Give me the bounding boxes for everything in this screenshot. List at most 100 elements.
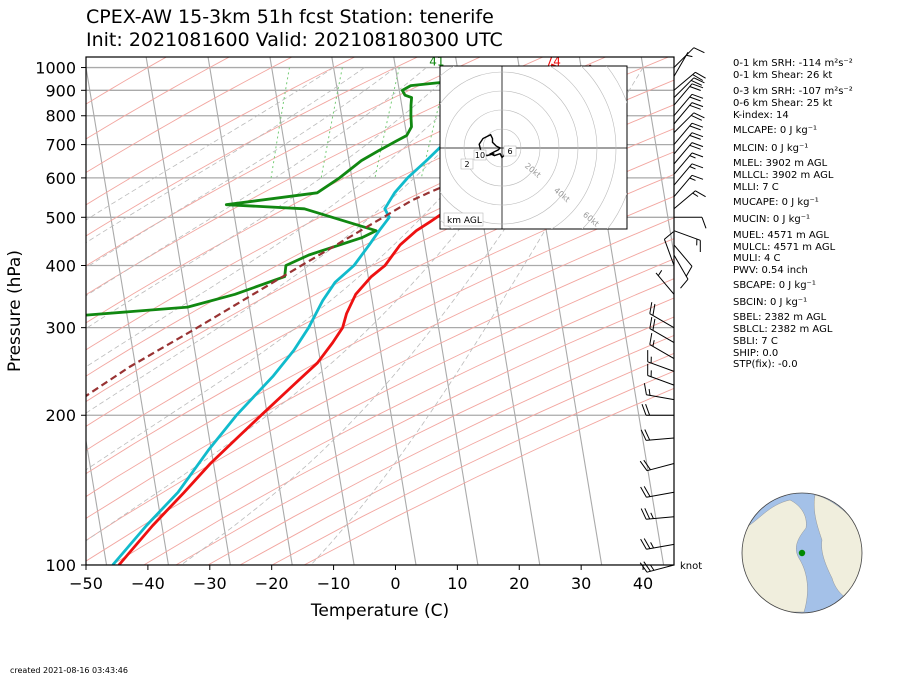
hodograph-trace [478,133,511,159]
index-line: MLLI: 7 C [733,182,779,193]
y-tick-label: 200 [45,406,76,425]
wetbulb-profile [111,80,495,565]
x-tick-label: 0 [390,574,400,593]
hodograph-ring [463,109,541,187]
mixing-ratio-line [270,67,290,178]
x-tick-label: −10 [317,574,351,593]
index-line: MUCIN: 0 J kg⁻¹ [733,214,810,225]
index-line: MUEL: 4571 m AGL [733,230,829,241]
y-tick-label: 800 [45,107,76,126]
index-line: 0-6 km Shear: 25 kt [733,98,832,109]
wind-barb [639,459,675,472]
wind-barb [655,270,675,295]
plot-frame [85,56,675,566]
wind-barb [673,47,705,68]
dry-adiabat-line [111,278,674,565]
wind-barb [673,122,704,145]
wind-barb [649,333,675,360]
index-line: SBCIN: 0 J kg⁻¹ [733,297,807,308]
wind-barbs [639,47,707,573]
dry-adiabat-line [86,173,674,475]
x-tick-label: 20 [509,574,529,593]
index-line: SBLCL: 2382 m AGL [733,324,833,335]
x-tick-label: 30 [571,574,591,593]
y-tick-label: 700 [45,136,76,155]
wind-barb [673,132,704,155]
x-tick-label: −40 [131,574,165,593]
wind-barb [673,142,704,165]
hodograph-height-label: 10 [475,151,485,160]
x-tick-label: −50 [69,574,103,593]
hodograph-ring [440,66,598,229]
moist-adiabat-line [86,67,334,221]
wind-barb [673,254,689,289]
hodograph-height-label: 6 [507,147,512,156]
index-line: SBLI: 7 C [733,336,778,347]
dry-adiabat-line [86,57,230,140]
station-globe [741,492,863,614]
moist-adiabat-line [86,67,365,244]
y-axis-ticks: 100 200 300 400 500 600 700 800 900 1000 [35,59,86,575]
index-line: SBCAPE: 0 J kg⁻¹ [733,280,816,291]
indices-list: 0-1 km SRH: -114 m²s⁻²0-1 km Shear: 26 k… [733,58,853,370]
wind-barb [674,216,707,229]
index-line: 0-3 km SRH: -107 m²s⁻² [733,86,853,97]
wind-barb [640,429,675,441]
y-tick-label: 300 [45,319,76,338]
dry-adiabat-line [207,334,674,565]
index-line: K-index: 14 [733,110,789,121]
dry-adiabat-line [86,195,674,498]
title-line-2: Init: 2021081600 Valid: 202108180300 UTC [86,29,503,51]
x-tick-label: 10 [447,574,467,593]
wind-barb [641,404,674,416]
hodograph-height-label: 2 [464,160,469,169]
hodograph-footer: km AGL [447,216,482,226]
created-timestamp: created 2021-08-16 03:43:46 [10,666,128,675]
dry-adiabat-line [86,57,167,105]
index-line: MLCAPE: 0 J kg⁻¹ [733,125,817,136]
wind-barb [649,302,675,329]
annotation-label: 74 [546,55,561,69]
y-tick-label: 500 [45,208,76,227]
dry-adiabat-line [86,238,674,541]
isotherm-line [640,57,674,258]
mixing-ratio-line [320,67,343,178]
x-tick-label: 40 [633,574,653,593]
wind-barb [673,190,706,210]
index-line: MLLCL: 3902 m AGL [733,170,834,181]
index-line: MLCIN: 0 J kg⁻¹ [733,143,808,154]
wind-barb [673,83,704,106]
y-tick-label: 1000 [35,59,76,78]
index-line: 0-1 km SRH: -114 m²s⁻² [733,58,853,69]
wind-barb [673,112,705,133]
isotherm-line [86,437,108,565]
index-line: SBEL: 2382 m AGL [733,312,827,323]
wind-barb [673,163,704,186]
moist-adiabat-line [86,67,427,297]
wind-barb [673,174,704,198]
wind-barb [640,508,675,520]
wind-barb [647,350,675,372]
dewpoint-profile [86,80,445,317]
dry-adiabat-line [86,79,674,377]
wind-barb [643,383,675,401]
wind-barb [639,561,675,573]
hodograph-ring [580,66,617,229]
wind-barb [673,152,704,175]
y-tick-label: 600 [45,169,76,188]
annotation-label: 41 [429,55,444,69]
isotherm-line [145,57,231,565]
wind-barb [663,231,675,266]
index-line: 0-1 km Shear: 26 kt [733,70,832,81]
hodograph-ring [440,71,579,225]
wind-barb [673,230,701,252]
wind-barb [640,486,675,498]
y-tick-label: 100 [45,556,76,575]
hodograph-ring [444,90,560,206]
index-line: PWV: 0.54 inch [733,265,808,276]
dry-adiabat-line [86,57,418,237]
mixing-ratio-line [374,67,400,179]
y-tick-label: 900 [45,81,76,100]
